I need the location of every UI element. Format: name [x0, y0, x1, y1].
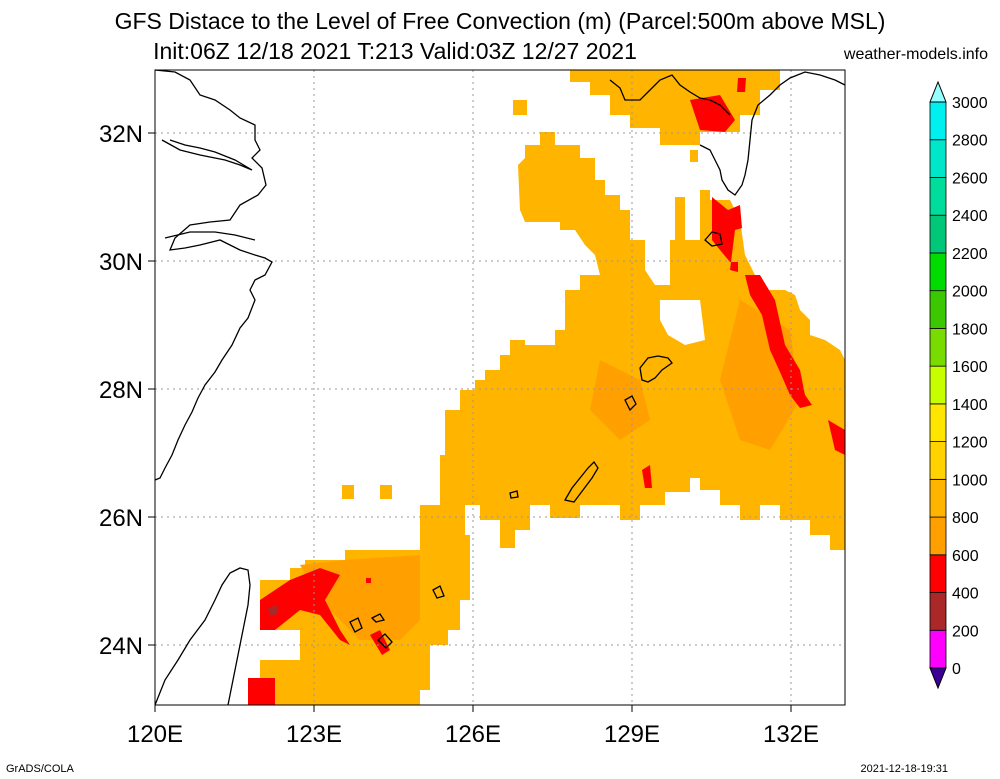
island-amami [639, 355, 673, 383]
island-ishigaki [349, 617, 363, 633]
colorbar-segment [929, 478, 947, 518]
chart-title: GFS Distace to the Level of Free Convect… [114, 8, 886, 34]
colorbar-label: 600 [952, 548, 979, 565]
shade-hole-4 [600, 130, 640, 160]
lon-label: 132E [763, 721, 819, 748]
coast-kyushu-west [609, 74, 731, 116]
coast-kyushu [699, 71, 846, 196]
colorbar-label: 2800 [952, 133, 988, 150]
coast-taiwan [154, 567, 251, 706]
colorbar-label: 3000 [952, 95, 988, 112]
island-yonaguni [370, 613, 386, 623]
colorbar-label: 2600 [952, 170, 988, 187]
colorbar-segment [929, 177, 947, 216]
shade-cell [380, 485, 392, 499]
island-yakushima [704, 231, 723, 247]
shade-red-ridge-n [712, 197, 742, 272]
lon-labels: 120E 123E 126E 129E 132E [127, 721, 819, 748]
shade-hole-2 [660, 300, 705, 345]
lon-label: 123E [286, 721, 342, 748]
colorbar-label: 1000 [952, 472, 988, 489]
shade-red-spot [642, 465, 652, 488]
colorbar-over-arrow [929, 80, 947, 103]
lat-label: 28N [99, 377, 143, 404]
colorbar: 0 200 400 600 800 1000 1200 1400 1600 1800 2000 220… [929, 80, 988, 690]
colorbar-segment [929, 139, 947, 178]
colorbar-segment [929, 554, 947, 593]
colorbar-segment [929, 327, 947, 367]
colorbar-segment [929, 516, 947, 556]
coast-china-north [154, 69, 273, 481]
shade-cell [342, 485, 354, 499]
colorbar-segment [929, 214, 947, 254]
shade-cell [690, 150, 698, 162]
frame-ticks [148, 132, 792, 712]
colorbar-segment [929, 403, 947, 443]
shade-brown-spot [268, 605, 278, 616]
colorbar-label: 1400 [952, 397, 988, 414]
shade-region-north-red [690, 95, 735, 132]
lat-labels: 24N 26N 28N 30N 32N [99, 121, 143, 660]
shade-darker-3 [590, 360, 650, 440]
lat-label: 24N [99, 633, 143, 660]
colorbar-label: 2000 [952, 284, 988, 301]
colorbar-label: 0 [952, 661, 961, 678]
colorbar-under-arrow [929, 667, 947, 690]
colorbar-segment [929, 101, 947, 141]
map-frame [154, 69, 846, 706]
island-tokunoshima [624, 395, 637, 412]
colorbar-segment [929, 629, 947, 669]
lon-label: 126E [445, 721, 501, 748]
colorbar-label: 1600 [952, 359, 988, 376]
shade-red-ridge [745, 275, 812, 408]
shade-cell [675, 197, 685, 242]
lon-label: 129E [604, 721, 660, 748]
footer-credit: GrADS/COLA [6, 763, 74, 775]
lat-label: 32N [99, 121, 143, 148]
colorbar-label: 2200 [952, 246, 988, 263]
coast-yangtze [161, 139, 253, 171]
chart-subtitle: Init:06Z 12/18 2021 T:213 Valid:03Z 12/2… [153, 38, 637, 64]
lfc-shading [248, 70, 845, 705]
island-miyako [432, 585, 445, 599]
shade-red-taiwan [260, 568, 350, 645]
colorbar-label: 1800 [952, 321, 988, 338]
shade-cell [510, 340, 525, 355]
colorbar-label: 2400 [952, 208, 988, 225]
colorbar-segment [929, 365, 947, 405]
shade-red-sw [248, 678, 275, 705]
island-kume [509, 490, 519, 499]
shade-red-dot [366, 578, 371, 583]
colorbar-label: 200 [952, 623, 979, 640]
shade-region-north-red2 [737, 78, 746, 92]
footer-timestamp: 2021-12-18-19:31 [860, 763, 948, 775]
shade-hole-1 [645, 255, 670, 285]
colorbar-segment [929, 290, 947, 329]
island-iriomote [377, 633, 393, 649]
lat-label: 30N [99, 249, 143, 276]
lat-label: 26N [99, 505, 143, 532]
colorbar-segment [929, 441, 947, 480]
coastlines [154, 69, 846, 706]
colorbar-label: 800 [952, 510, 979, 527]
colorbar-segment [929, 592, 947, 631]
island-okinawa [563, 460, 599, 503]
lon-label: 120E [127, 721, 183, 748]
colorbar-label: 400 [952, 586, 979, 603]
colorbar-label: 1200 [952, 435, 988, 452]
shade-red-east [828, 420, 845, 455]
shade-hole-3 [630, 175, 675, 240]
shade-cell [513, 100, 527, 115]
coast-hangzhou [164, 231, 256, 241]
colorbar-segment [929, 252, 947, 292]
site-credit: weather-models.info [843, 46, 988, 63]
